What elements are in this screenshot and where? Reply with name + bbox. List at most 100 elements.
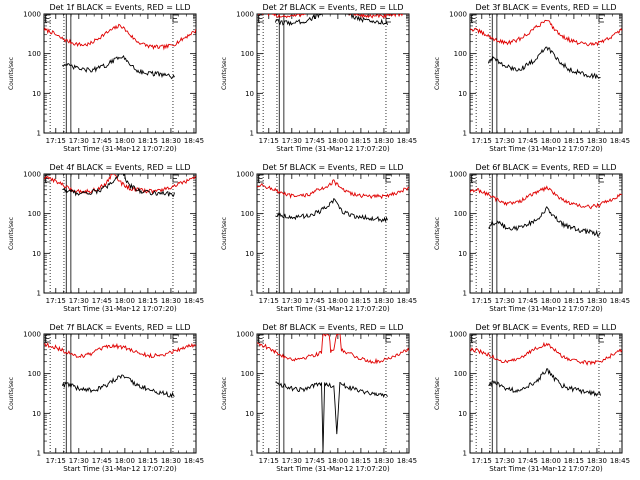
- y-tick-label: 1: [37, 450, 41, 458]
- x-tick-label: 18:00: [328, 457, 348, 465]
- e-marker-glyph: [385, 174, 391, 183]
- x-axis-label: Start Time (31-Mar-12 17:07:20): [63, 465, 177, 473]
- x-tick-label: 18:30: [161, 297, 181, 305]
- panel-title: Det 8f BLACK = Events, RED = LLD: [262, 323, 403, 332]
- y-axis-label: Counts/sec: [434, 217, 441, 250]
- panel-det-4f: Det 4f BLACK = Events, RED = LLD Counts/s…: [8, 163, 204, 313]
- x-tick-label: 18:15: [564, 137, 584, 145]
- y-tick-label: 1: [37, 130, 41, 138]
- x-tick-label: 17:30: [495, 297, 515, 305]
- events-series-line: [487, 46, 601, 80]
- panel-title: Det 3f BLACK = Events, RED = LLD: [475, 3, 616, 12]
- plot-frame: [256, 173, 410, 294]
- x-axis-label: Start Time (31-Mar-12 17:07:20): [276, 465, 390, 473]
- x-tick-label: 18:15: [564, 297, 584, 305]
- x-tick-label: 18:30: [374, 457, 394, 465]
- panel-title: Det 6f BLACK = Events, RED = LLD: [475, 163, 616, 172]
- x-tick-label: 18:30: [161, 457, 181, 465]
- x-tick-label: 17:15: [472, 137, 492, 145]
- e-marker-glyph: [471, 174, 477, 183]
- x-tick-label: 17:30: [69, 137, 89, 145]
- y-tick-label: 10: [245, 250, 254, 258]
- x-tick-label: 18:00: [541, 137, 561, 145]
- e-marker-glyph: [258, 14, 264, 23]
- panel-title: Det 5f BLACK = Events, RED = LLD: [262, 163, 403, 172]
- x-tick-label: 17:45: [92, 297, 112, 305]
- y-axis-label: Counts/sec: [221, 377, 228, 410]
- events-series-line: [275, 381, 388, 453]
- y-tick-label: 1: [463, 290, 467, 298]
- x-tick-label: 18:00: [115, 457, 135, 465]
- lld-series-line: [257, 179, 409, 200]
- x-tick-label: 18:00: [328, 137, 348, 145]
- y-tick-label: 100: [454, 210, 467, 218]
- x-tick-label: 17:45: [92, 457, 112, 465]
- events-series-line: [62, 174, 175, 197]
- panel-title: Det 7f BLACK = Events, RED = LLD: [49, 323, 190, 332]
- x-tick-label: 17:30: [69, 297, 89, 305]
- lld-series-line: [44, 174, 196, 195]
- events-series-line: [488, 205, 601, 237]
- x-tick-label: 18:15: [138, 137, 158, 145]
- y-tick-label: 100: [241, 370, 254, 378]
- lld-series-line: [258, 14, 408, 19]
- plot-frame: [256, 13, 410, 134]
- x-tick-label: 18:15: [351, 137, 371, 145]
- e-marker-glyph: [471, 334, 477, 343]
- x-tick-label: 18:45: [184, 457, 204, 465]
- y-tick-label: 10: [32, 90, 41, 98]
- x-tick-label: 18:00: [541, 457, 561, 465]
- y-axis-label: Counts/sec: [8, 377, 15, 410]
- x-tick-label: 17:45: [518, 137, 538, 145]
- y-tick-label: 1: [250, 290, 254, 298]
- y-tick-label: 1: [250, 130, 254, 138]
- e-marker-glyph: [258, 334, 264, 343]
- events-series-line: [62, 55, 175, 80]
- y-tick-label: 1000: [23, 331, 41, 339]
- x-tick-label: 18:15: [351, 457, 371, 465]
- x-tick-label: 17:30: [495, 137, 515, 145]
- panel-det-3f: Det 3f BLACK = Events, RED = LLD Counts/s…: [434, 3, 630, 153]
- e-marker-glyph: [172, 174, 178, 183]
- x-tick-label: 18:15: [138, 457, 158, 465]
- e-marker-glyph: [598, 14, 604, 23]
- x-tick-label: 17:45: [305, 297, 325, 305]
- y-axis-label: Counts/sec: [434, 377, 441, 410]
- y-tick-label: 1000: [236, 11, 254, 19]
- panel-det-5f: Det 5f BLACK = Events, RED = LLD Counts/s…: [221, 163, 417, 313]
- panel-title: Det 4f BLACK = Events, RED = LLD: [49, 163, 190, 172]
- y-tick-label: 1000: [23, 11, 41, 19]
- lld-series-line: [44, 342, 196, 359]
- y-tick-label: 1: [463, 450, 467, 458]
- x-tick-label: 18:00: [115, 297, 135, 305]
- y-tick-label: 100: [28, 50, 41, 58]
- x-tick-label: 17:45: [305, 137, 325, 145]
- plot-frame: [469, 333, 623, 454]
- e-marker-glyph: [385, 334, 391, 343]
- lld-series-line: [470, 19, 622, 47]
- lld-series-line: [470, 185, 622, 210]
- lld-series-line: [257, 334, 409, 365]
- x-tick-label: 17:45: [305, 457, 325, 465]
- y-tick-label: 1000: [236, 331, 254, 339]
- panel-title: Det 1f BLACK = Events, RED = LLD: [49, 3, 190, 12]
- y-tick-label: 10: [245, 410, 254, 418]
- x-tick-label: 18:00: [328, 297, 348, 305]
- x-tick-label: 17:30: [69, 457, 89, 465]
- x-tick-label: 18:45: [184, 297, 204, 305]
- x-tick-label: 18:15: [564, 457, 584, 465]
- y-tick-label: 1: [250, 450, 254, 458]
- panel-title: Det 9f BLACK = Events, RED = LLD: [475, 323, 616, 332]
- e-marker-glyph: [172, 334, 178, 343]
- y-tick-label: 10: [458, 90, 467, 98]
- x-tick-label: 18:30: [374, 137, 394, 145]
- y-tick-label: 10: [32, 250, 41, 258]
- y-tick-label: 100: [28, 370, 41, 378]
- y-tick-label: 1000: [449, 171, 467, 179]
- x-tick-label: 17:15: [46, 137, 66, 145]
- y-tick-label: 1000: [449, 331, 467, 339]
- x-tick-label: 17:15: [46, 457, 66, 465]
- plot-frame: [43, 173, 197, 294]
- y-tick-label: 1000: [449, 11, 467, 19]
